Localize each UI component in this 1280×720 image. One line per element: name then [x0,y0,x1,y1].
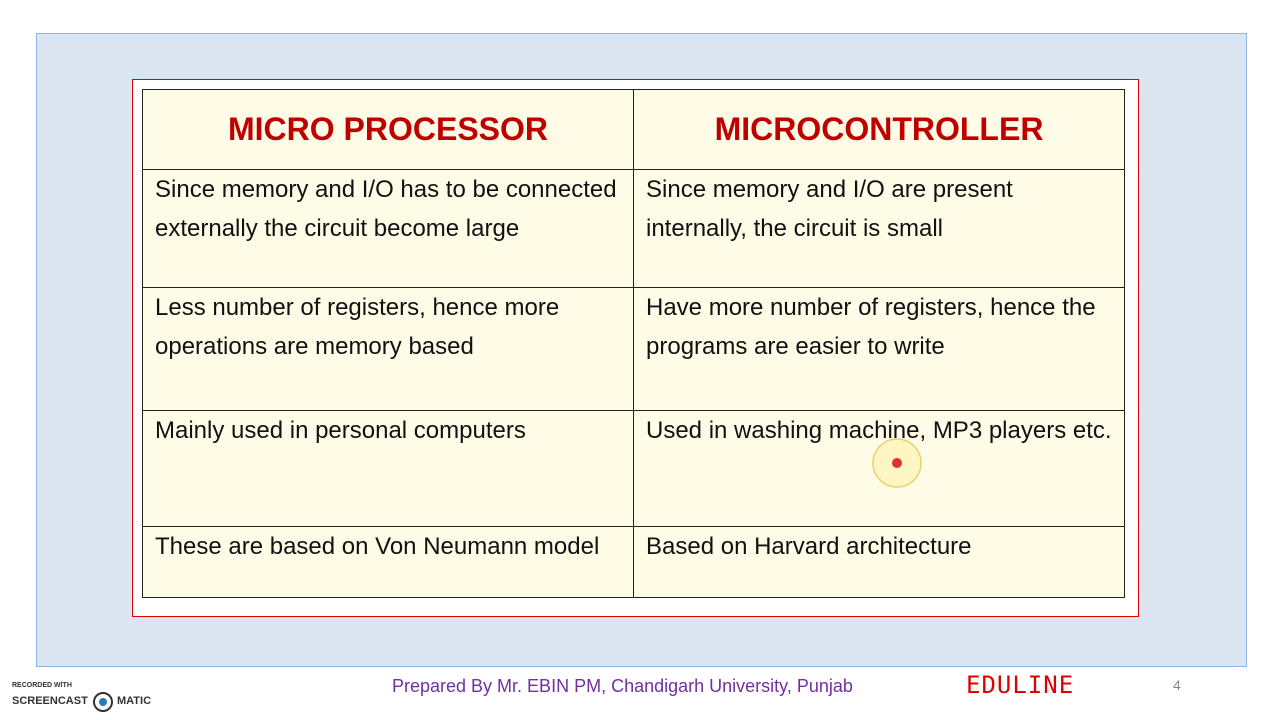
table-row: These are based on Von Neumann model Base… [142,526,1125,598]
header-row: MICRO PROCESSOR MICROCONTROLLER [142,89,1125,170]
table-cell: Have more number of registers, hence the… [633,287,1125,411]
table-row: Mainly used in personal computers Used in… [142,410,1125,527]
table-cell: Less number of registers, hence more ope… [142,287,634,411]
page-number: 4 [1173,677,1181,693]
comparison-table: MICRO PROCESSOR MICROCONTROLLER Since mem… [142,89,1125,598]
header-cell: MICROCONTROLLER [633,89,1125,170]
table-body: Since memory and I/O has to be connected… [142,169,1125,598]
table-row: Since memory and I/O has to be connected… [142,169,1125,288]
header-cell: MICRO PROCESSOR [142,89,634,170]
table-row: Less number of registers, hence more ope… [142,287,1125,411]
table-cell: Mainly used in personal computers [142,410,634,527]
watermark-logo [93,692,113,712]
watermark-left: SCREENCAST [12,695,88,707]
watermark-line: RECORDED WITH [12,682,72,689]
table-cell: These are based on Von Neumann model [142,526,634,598]
watermark-right: MATIC [117,695,152,707]
credit: Prepared By Mr. EBIN PM, Chandigarh Univ… [392,676,853,696]
cursor-highlight [872,438,922,488]
table-cell: Based on Harvard architecture [633,526,1125,598]
table-cell: Used in washing machine, MP3 players etc… [633,410,1125,527]
table-cell: Since memory and I/O has to be connected… [142,169,634,288]
brand: EDULINE [966,671,1075,699]
table-cell: Since memory and I/O are present interna… [633,169,1125,288]
